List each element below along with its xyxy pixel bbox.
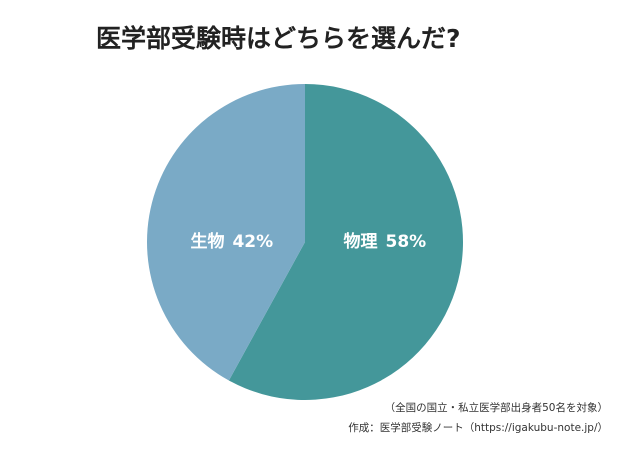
pie-slice (228, 84, 463, 400)
pie-slice (147, 84, 305, 381)
note: （全国の国立・私立医学部出身者50名を対象） (385, 401, 608, 414)
slice-value-label: 58% (386, 232, 427, 252)
note: 作成：医学部受験ノート（https://igakubu-note.jp/） (348, 421, 608, 434)
slice-value-label: 42% (232, 232, 273, 252)
chart-title: 医学部受験時はどちらを選んだ? (96, 24, 461, 53)
slice-category: 生物 (190, 231, 224, 252)
slice-category: 物理 (344, 231, 378, 252)
